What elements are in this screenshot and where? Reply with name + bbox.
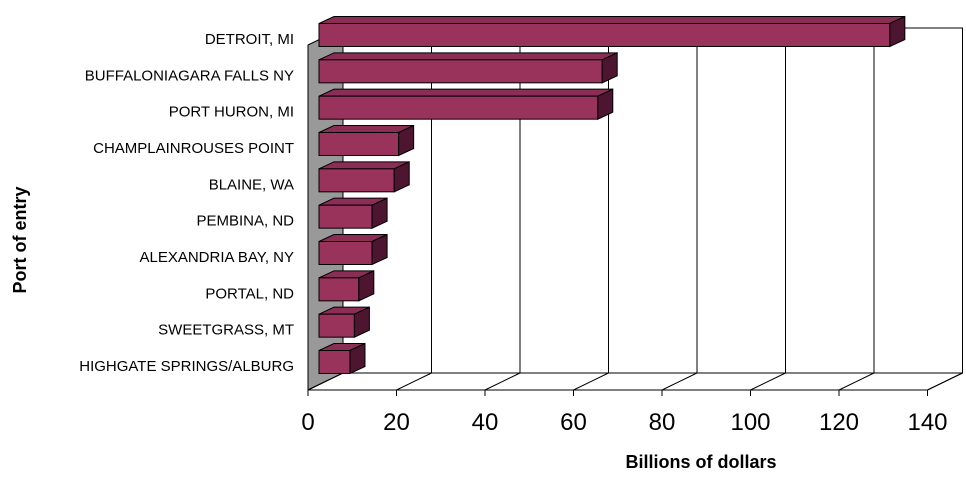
- bar-top-face: [318, 52, 618, 61]
- floor-gridline: [838, 372, 875, 391]
- x-tick-label: 140: [907, 409, 947, 436]
- floor-gridline: [484, 372, 521, 391]
- category-label: SWEETGRASS, MT: [158, 322, 294, 339]
- bar-side-face: [358, 270, 375, 302]
- bar-side-face: [371, 233, 388, 266]
- category-label: PORT HURON, MI: [169, 104, 294, 121]
- gridlines: [307, 28, 963, 396]
- category-label: BUFFALONIAGARA FALLS NY: [85, 67, 294, 84]
- bar-top-face: [318, 125, 414, 133]
- category-label: ALEXANDRIA BAY, NY: [139, 249, 294, 266]
- bar-front-face: [318, 241, 373, 265]
- floor: [307, 372, 963, 391]
- bar-front-face: [318, 132, 400, 156]
- x-axis-title: Billions of dollars: [625, 452, 776, 472]
- bar-front-face: [318, 204, 373, 229]
- bar: [318, 15, 906, 48]
- bar-side-face: [393, 161, 410, 193]
- x-tick-label: 80: [649, 409, 676, 436]
- bar-side-face: [889, 15, 906, 48]
- category-label: PORTAL, ND: [205, 285, 294, 302]
- floor-gridline: [750, 372, 786, 391]
- bar: [318, 124, 415, 157]
- bar: [318, 52, 618, 84]
- category-labels: DETROIT, MI BUFFALONIAGARA FALLS NY PORT H…: [79, 31, 294, 375]
- bar-side-face: [597, 88, 614, 120]
- bar-top-face: [318, 16, 906, 24]
- bar-top-face: [318, 88, 613, 97]
- category-label: BLAINE, WA: [209, 176, 294, 193]
- category-label: HIGHGATE SPRINGS/ALBURG: [79, 358, 294, 375]
- bar-side-face: [398, 124, 415, 157]
- x-tick-label: 0: [301, 409, 314, 436]
- category-label: PEMBINA, ND: [196, 213, 294, 230]
- x-tick-label: 40: [472, 409, 499, 436]
- bar-front-face: [318, 59, 603, 84]
- bar-side-face: [601, 52, 618, 84]
- y-axis-title: Port of entry: [10, 186, 30, 293]
- x-tick-label: 20: [383, 409, 410, 436]
- x-tick-label: 100: [730, 409, 770, 436]
- bar-front-face: [318, 23, 891, 47]
- bar-side-face: [349, 342, 366, 375]
- bar: [318, 233, 388, 266]
- bar-side-face: [371, 197, 388, 229]
- category-label: DETROIT, MI: [205, 31, 294, 48]
- bar-front-face: [318, 313, 355, 338]
- bar-front-face: [318, 350, 351, 374]
- floor-gridline: [927, 372, 963, 391]
- bar: [318, 197, 388, 229]
- bar: [318, 161, 410, 193]
- floor-gridline: [396, 372, 432, 391]
- bar-side-face: [353, 306, 370, 338]
- floor-gridline: [573, 372, 609, 391]
- x-tick-labels: 0 20 40 60 80 100 120 140: [301, 409, 947, 436]
- bar: [318, 342, 366, 375]
- bar: [318, 88, 614, 120]
- floor-gridline: [307, 372, 344, 391]
- bar: [318, 270, 375, 302]
- floor-gridline: [661, 372, 698, 391]
- bar-front-face: [318, 95, 599, 120]
- bar-front-face: [318, 168, 395, 193]
- x-tick-label: 60: [560, 409, 587, 436]
- bars: [318, 15, 906, 375]
- bar-front-face: [318, 277, 360, 302]
- category-label: CHAMPLAINROUSES POINT: [93, 140, 294, 157]
- x-tick-label: 120: [819, 409, 859, 436]
- bar: [318, 306, 370, 338]
